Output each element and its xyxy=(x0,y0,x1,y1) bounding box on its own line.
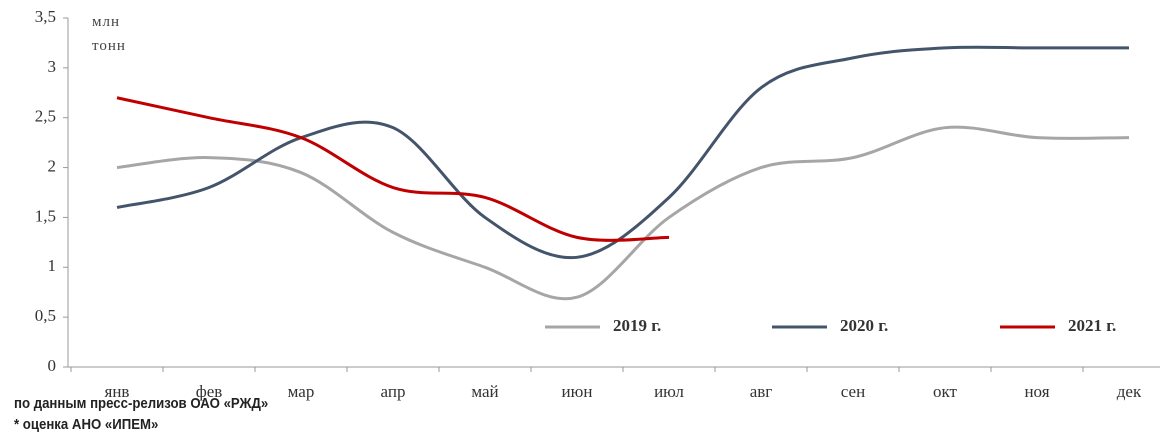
estimate-note: * оценка АНО «ИПЕМ» xyxy=(14,416,159,433)
legend-label: 2019 г. xyxy=(613,316,661,335)
x-tick-label: окт xyxy=(933,382,958,401)
y-tick-label: 0,5 xyxy=(35,306,56,325)
x-tick-label: июн xyxy=(562,382,593,401)
source-note: по данным пресс-релизов ОАО «РЖД» xyxy=(14,395,269,412)
y-axis-label: млн тонн xyxy=(92,14,126,54)
x-tick-label: май xyxy=(471,382,498,401)
x-tick-label: янв xyxy=(105,382,130,401)
y-tick-label: 3,5 xyxy=(35,7,56,26)
x-tick-label: мар xyxy=(288,382,315,401)
y-tick-label: 3 xyxy=(48,57,57,76)
y-tick-label: 2,5 xyxy=(35,107,56,126)
x-tick-label: фев xyxy=(196,382,223,401)
x-tick-label: апр xyxy=(381,382,406,401)
legend-label: 2020 г. xyxy=(840,316,888,335)
x-tick-label: дек xyxy=(1117,382,1142,401)
y-tick-label: 1 xyxy=(48,256,57,275)
x-tick-label: сен xyxy=(841,382,865,401)
y-tick-label: 2 xyxy=(48,156,57,175)
x-tick-label: ноя xyxy=(1024,382,1049,401)
series-line xyxy=(116,96,670,242)
x-tick-label: июл xyxy=(654,382,684,401)
legend-label: 2021 г. xyxy=(1068,316,1116,335)
series-line xyxy=(116,45,1129,260)
series-line xyxy=(116,125,1130,301)
y-tick-label: 1,5 xyxy=(35,206,56,225)
y-tick-label: 0 xyxy=(48,356,57,375)
x-tick-label: авг xyxy=(750,382,773,401)
